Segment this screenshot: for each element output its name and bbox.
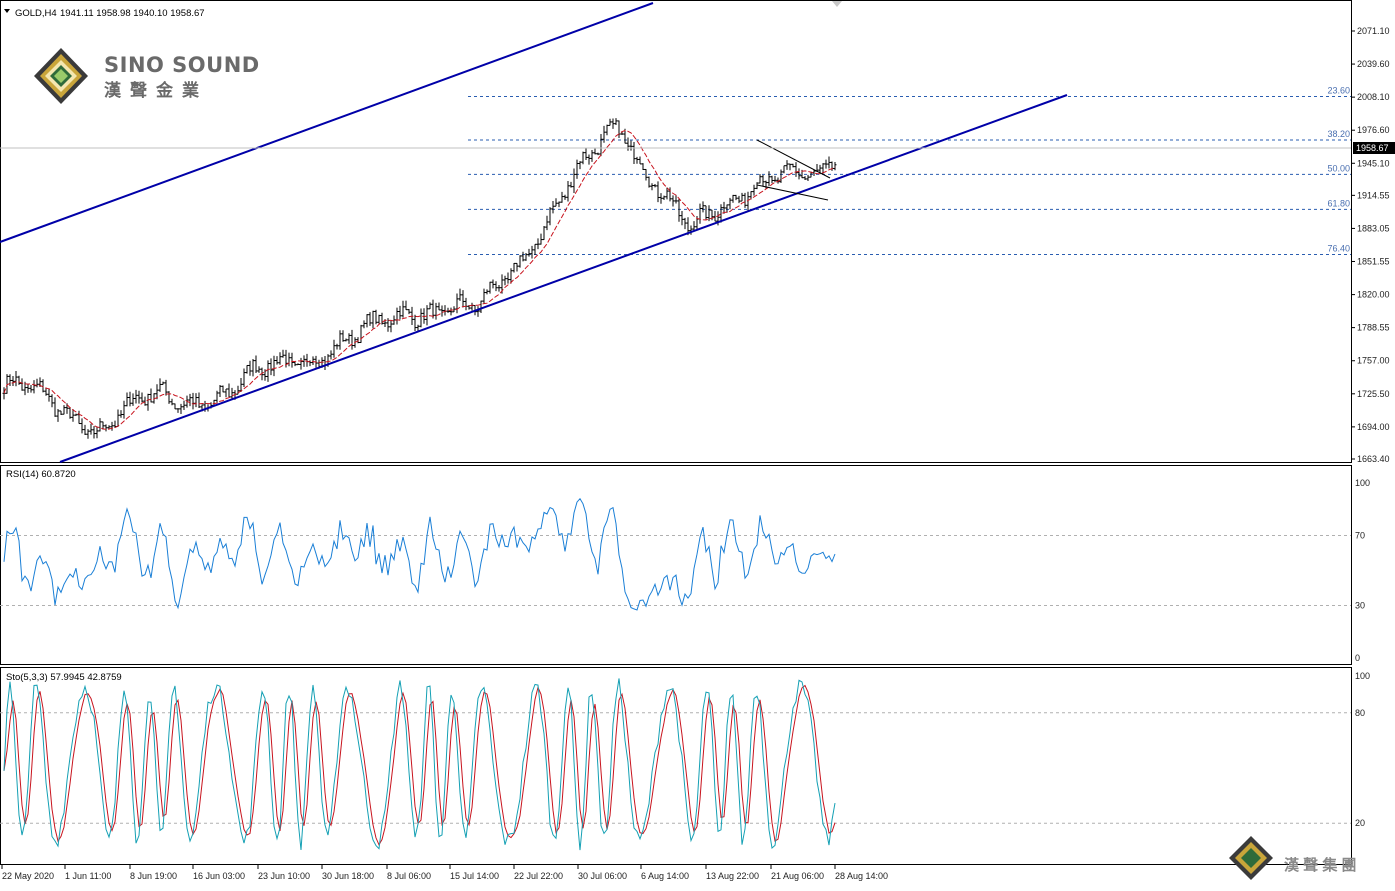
upper-channel-line[interactable] [0,2,654,243]
rsi-panel-frame [0,465,1352,665]
watermark-text: 漢 聲 集 團 [1284,856,1357,874]
price-tick-label: 1851.55 [1357,256,1390,266]
fibonacci-retracement[interactable]: 23.60 38.20 50.00 61.80 76.40 [468,86,1351,256]
sto-label: Sto(5,3,3) 57.9945 42.8759 [6,672,122,683]
sto-tick-label: 100 [1355,671,1370,681]
price-tick-label: 1820.00 [1357,290,1390,300]
watermark-logo: 漢 聲 集 團 [1229,836,1357,880]
time-tick-label: 21 Aug 06:00 [771,871,824,881]
collapse-arrow-icon[interactable] [4,9,10,13]
current-price-tag [1353,142,1395,154]
sto-panel-frame [0,667,1352,865]
fib-level-label: 50.00 [1327,163,1350,173]
price-tick-label: 1945.10 [1357,158,1390,168]
time-tick-label: 15 Jul 14:00 [450,871,499,881]
time-tick-label: 13 Aug 22:00 [706,871,759,881]
sto-tick-label: 80 [1355,708,1365,718]
rsi-tick-label: 70 [1355,531,1365,541]
fib-level-label: 61.80 [1327,198,1350,208]
price-tick-label: 1883.05 [1357,223,1390,233]
rsi-axis: 100 70 30 0 [0,478,1370,663]
rsi-tick-label: 100 [1355,478,1370,488]
sto-axis: 100 80 20 [0,671,1370,828]
sto-main-line [3,678,836,851]
lower-channel-line[interactable] [59,94,1068,463]
ohlc-readout: 1941.11 1958.98 1940.10 1958.67 [60,8,205,19]
time-tick-label: 22 May 2020 [2,871,54,881]
fib-level-label: 38.20 [1327,129,1350,139]
time-tick-label: 6 Aug 14:00 [641,871,689,881]
price-bars [2,118,837,439]
price-tick-label: 2008.10 [1357,92,1390,102]
time-tick-label: 30 Jul 06:00 [578,871,627,881]
price-tick-label: 1914.55 [1357,190,1390,200]
sto-signal-line [3,684,836,846]
price-tick-label: 1725.50 [1357,389,1390,399]
price-tick-label: 1976.60 [1357,125,1390,135]
price-tick-label: 1757.00 [1357,356,1390,366]
price-tick-label: 2071.10 [1357,26,1390,36]
logo-brand-cn: 漢聲金業 [104,80,208,101]
price-tick-label: 1694.00 [1357,422,1390,432]
price-axis: 2071.10 2039.60 2008.10 1976.60 1945.10 1914.… [1351,26,1390,464]
fib-level-label: 76.40 [1327,244,1350,254]
time-tick-label: 22 Jul 22:00 [514,871,563,881]
logo-brand: SINO SOUND [104,53,260,77]
sto-tick-label: 20 [1355,818,1365,828]
wedge-upper-line[interactable] [756,139,831,179]
rsi-tick-label: 30 [1355,601,1365,611]
time-tick-label: 1 Jun 11:00 [65,871,111,881]
price-tick-label: 2039.60 [1357,59,1390,69]
time-tick-label: 23 Jun 10:00 [258,871,310,881]
price-tick-label: 1788.55 [1357,323,1390,333]
rsi-line [3,497,836,611]
time-tick-label: 30 Jun 18:00 [322,871,374,881]
time-axis: 22 May 2020 1 Jun 11:00 8 Jun 19:00 16 Jun … [1,865,888,881]
moving-average-line [3,129,836,430]
rsi-label: RSI(14) 60.8720 [6,469,76,480]
wedge-lower-line[interactable] [756,184,829,201]
sino-sound-logo: SINO SOUND 漢聲金業 [34,48,260,104]
current-price-value: 1958.67 [1356,143,1389,153]
rsi-tick-label: 0 [1355,653,1360,663]
price-tick-label: 1663.40 [1357,454,1390,464]
time-tick-label: 8 Jun 19:00 [130,871,177,881]
shift-marker-icon[interactable] [832,1,842,7]
time-tick-label: 16 Jun 03:00 [193,871,245,881]
time-tick-label: 8 Jul 06:00 [387,871,431,881]
time-tick-label: 28 Aug 14:00 [835,871,888,881]
symbol-label: GOLD,H4 [15,8,57,19]
price-panel-frame [0,0,1352,463]
fib-level-label: 23.60 [1327,86,1350,96]
